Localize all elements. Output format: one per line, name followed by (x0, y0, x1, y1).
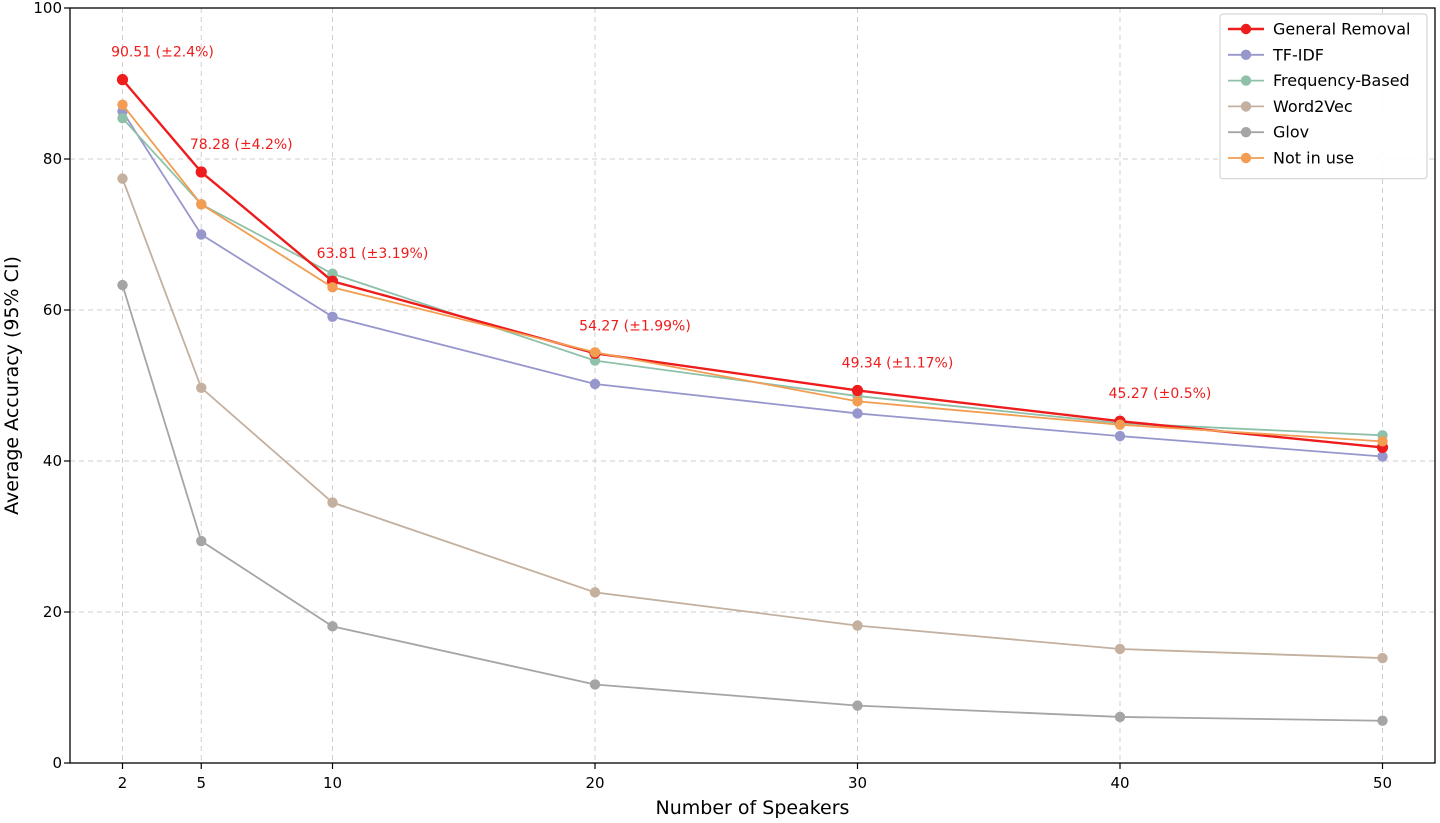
series-layer (116, 74, 1389, 726)
y-tick-label-20: 20 (43, 603, 62, 621)
x-tick-label-20: 20 (585, 774, 604, 792)
point-tf-idf-5 (196, 229, 207, 240)
point-tf-idf-50 (1377, 451, 1388, 462)
legend-item-general-removal: General Removal (1228, 20, 1410, 39)
point-glov-40 (1114, 711, 1126, 723)
x-tick-label-2: 2 (118, 774, 128, 792)
point-not-in-use-50 (1377, 436, 1388, 447)
point-tf-idf-10 (327, 311, 338, 322)
point-not-in-use-40 (1114, 419, 1126, 430)
legend-swatch-marker-glov (1240, 127, 1252, 138)
legend-label-tf-idf: TF-IDF (1272, 45, 1324, 64)
legend-label-word2vec: Word2Vec (1273, 97, 1353, 116)
point-word2vec-2 (117, 173, 128, 184)
legend-label-frequency-based: Frequency-Based (1273, 71, 1410, 90)
legend-item-tf-idf: TF-IDF (1228, 45, 1324, 64)
point-glov-2 (117, 279, 128, 291)
point-general-removal-30 (851, 384, 864, 397)
point-tf-idf-20 (589, 378, 601, 390)
point-word2vec-50 (1377, 652, 1388, 664)
annotation-2: 90.51 (±2.4%) (111, 45, 214, 61)
point-not-in-use-2 (117, 99, 128, 110)
legend-label-general-removal: General Removal (1273, 20, 1410, 39)
x-tick-label-50: 50 (1373, 774, 1392, 792)
point-not-in-use-20 (589, 347, 601, 358)
x-tick-label-5: 5 (196, 774, 206, 792)
point-glov-50 (1377, 715, 1388, 726)
legend-item-not-in-use: Not in use (1228, 149, 1354, 168)
x-axis-title: Number of Speakers (656, 797, 850, 819)
point-not-in-use-5 (196, 199, 207, 210)
y-axis-title: Average Accuracy (95% CI) (1, 256, 23, 515)
point-glov-20 (589, 679, 601, 690)
point-general-removal-5 (195, 166, 207, 178)
annotations: 90.51 (±2.4%) 78.28 (±4.2%) 63.81 (±3.19%)… (111, 45, 1211, 403)
legend-swatch-marker-frequency-based (1240, 75, 1252, 86)
legend-box (1219, 13, 1428, 180)
y-tick-label-100: 100 (33, 0, 62, 17)
point-glov-30 (852, 700, 863, 711)
point-tf-idf-40 (1114, 430, 1126, 442)
point-word2vec-20 (589, 587, 601, 598)
legend-label-glov: Glov (1273, 123, 1309, 142)
annotation-40: 45.27 (±0.5%) (1109, 386, 1212, 402)
legend-swatch-marker-tf-idf (1240, 49, 1252, 60)
legend-swatch-marker-general-removal (1240, 23, 1252, 35)
point-tf-idf-30 (852, 408, 863, 419)
series-not-in-use (117, 99, 1388, 447)
legend-swatch-marker-not-in-use (1240, 152, 1252, 164)
axis-ticks: 2 5 10 20 30 40 50 0 20 40 60 80 100 (33, 0, 1392, 792)
y-tick-label-80: 80 (43, 150, 62, 168)
point-not-in-use-30 (852, 396, 863, 407)
x-tick-label-10: 10 (323, 774, 342, 792)
y-tick-label-40: 40 (43, 452, 62, 470)
annotation-5: 78.28 (±4.2%) (190, 137, 293, 153)
legend-item-glov: Glov (1228, 123, 1309, 142)
point-frequency-based-2 (117, 113, 128, 124)
x-tick-label-30: 30 (848, 774, 867, 792)
y-tick-label-60: 60 (43, 301, 62, 319)
annotation-20: 54.27 (±1.99%) (579, 318, 691, 334)
point-not-in-use-10 (327, 282, 338, 293)
plot-frame (69, 7, 1436, 764)
legend-item-frequency-based: Frequency-Based (1228, 71, 1410, 90)
legend-swatch-marker-word2vec (1240, 101, 1252, 112)
grid (70, 8, 1435, 763)
series-glov (117, 279, 1388, 726)
annotation-10: 63.81 (±3.19%) (317, 246, 429, 262)
point-general-removal-2 (116, 74, 129, 86)
x-tick-label-40: 40 (1110, 774, 1129, 792)
annotation-30: 49.34 (±1.17%) (842, 355, 954, 371)
point-word2vec-40 (1114, 643, 1126, 655)
point-glov-5 (196, 535, 207, 547)
legend-item-word2vec: Word2Vec (1228, 97, 1353, 116)
point-word2vec-10 (327, 497, 338, 508)
y-tick-label-0: 0 (52, 754, 62, 772)
point-word2vec-30 (852, 620, 863, 631)
point-word2vec-5 (196, 382, 207, 393)
legend-label-not-in-use: Not in use (1273, 149, 1354, 168)
legend: General Removal TF-IDF Frequency-Based Word… (1219, 13, 1428, 180)
point-glov-10 (327, 621, 338, 632)
series-word2vec (117, 173, 1388, 664)
